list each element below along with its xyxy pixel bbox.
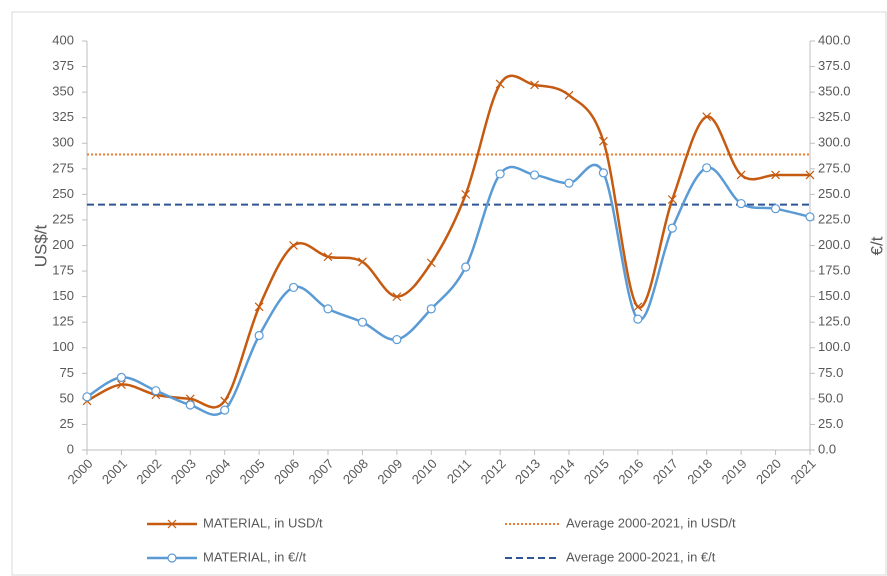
y2-tick-label: 275.0	[818, 160, 851, 175]
y-tick-label: 25	[60, 416, 74, 431]
y-tick-label: 100	[52, 339, 74, 354]
legend-label: Average 2000-2021, in €/t	[566, 549, 716, 564]
y2-tick-label: 25.0	[818, 416, 843, 431]
marker	[357, 317, 368, 327]
y-tick-label: 350	[52, 84, 74, 99]
y2-tick-label: 300.0	[818, 135, 851, 150]
y2-tick-label: 400.0	[818, 32, 851, 47]
marker	[426, 258, 436, 268]
y2-tick-label: 175.0	[818, 263, 851, 278]
marker	[289, 241, 298, 250]
marker	[254, 330, 264, 341]
y-tick-label: 175	[52, 263, 74, 278]
y-tick-label: 200	[52, 237, 74, 252]
marker	[254, 302, 264, 312]
y-tick-label: 50	[60, 390, 74, 405]
marker	[702, 112, 712, 122]
marker	[770, 204, 781, 214]
y2-tick-label: 200.0	[818, 237, 851, 252]
y2-tick-label: 0.0	[818, 441, 836, 456]
marker	[805, 212, 815, 222]
marker	[116, 372, 127, 383]
marker	[667, 223, 677, 233]
y-tick-label: 225	[52, 211, 74, 226]
y2-tick-label: 100.0	[818, 339, 851, 354]
marker	[358, 257, 367, 267]
marker	[633, 314, 643, 324]
chart-frame	[11, 11, 887, 576]
marker	[323, 252, 333, 262]
y-tick-label: 250	[52, 186, 74, 201]
legend-label: MATERIAL, in USD/t	[203, 515, 323, 530]
marker	[323, 304, 333, 314]
marker	[392, 292, 402, 302]
y-tick-label: 275	[52, 160, 74, 175]
marker	[599, 136, 608, 146]
marker	[736, 198, 746, 209]
marker	[117, 380, 126, 389]
y2-tick-label: 250.0	[818, 186, 851, 201]
marker	[461, 262, 471, 272]
y-tick-label: 0	[67, 441, 74, 456]
marker	[288, 282, 299, 293]
y-tick-label: 150	[52, 288, 74, 303]
y-tick-label: 300	[52, 135, 74, 150]
marker	[633, 302, 643, 312]
marker	[151, 386, 161, 396]
marker	[564, 178, 574, 188]
y2-tick-label: 50.0	[818, 390, 843, 405]
marker	[530, 80, 539, 90]
y2-tick-label: 150.0	[818, 288, 851, 303]
marker	[495, 169, 505, 179]
marker	[598, 168, 609, 178]
marker	[529, 170, 540, 180]
y2-tick-label: 225.0	[818, 211, 851, 226]
legend-marker	[167, 553, 177, 563]
marker	[185, 400, 195, 410]
y-tick-label: 125	[52, 314, 74, 329]
y2-tick-label: 125.0	[818, 314, 851, 329]
y-tick-label: 400	[52, 32, 74, 47]
marker	[220, 396, 230, 406]
y-tick-label: 75	[60, 365, 74, 380]
y2-tick-label: 350.0	[818, 84, 851, 99]
marker	[805, 170, 815, 180]
y2-tick-label: 75.0	[818, 365, 843, 380]
y2-axis-title: €/t	[867, 236, 886, 255]
marker	[426, 304, 436, 314]
marker	[220, 405, 230, 415]
marker	[564, 90, 574, 100]
y2-tick-label: 325.0	[818, 109, 851, 124]
legend-marker	[167, 519, 177, 529]
legend-label: Average 2000-2021, in USD/t	[566, 515, 736, 530]
marker	[771, 170, 780, 180]
marker	[736, 170, 746, 180]
y2-tick-label: 375.0	[818, 58, 851, 73]
marker	[495, 79, 505, 89]
marker	[702, 163, 712, 173]
marker	[82, 392, 92, 402]
y-tick-label: 325	[52, 109, 74, 124]
legend-label: MATERIAL, in €//t	[203, 549, 306, 564]
marker	[667, 195, 677, 204]
marker	[461, 189, 471, 199]
marker	[392, 334, 402, 345]
y-axis-title: US$/t	[31, 224, 50, 267]
y-tick-label: 375	[52, 58, 74, 73]
